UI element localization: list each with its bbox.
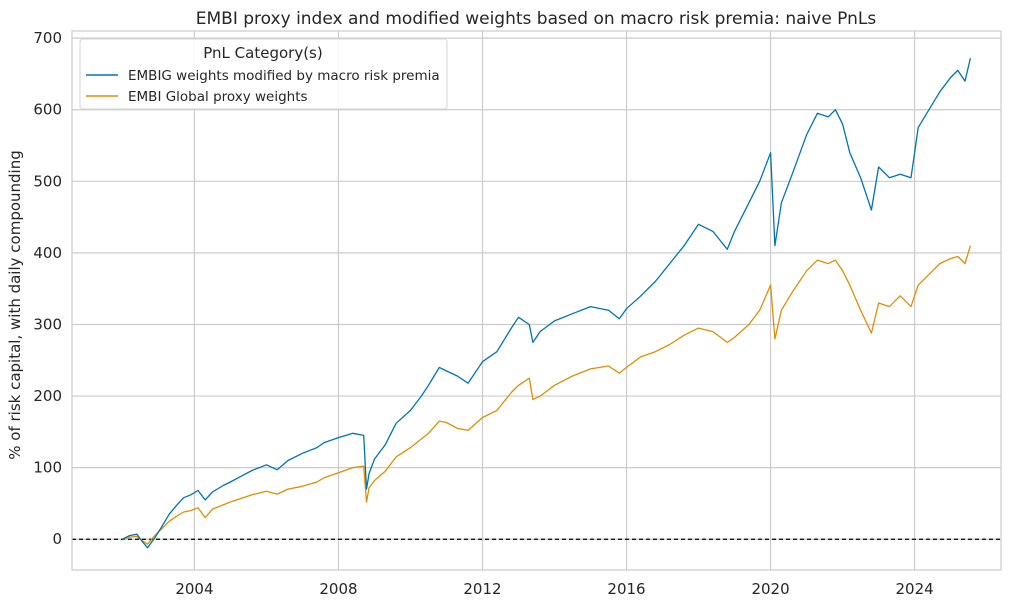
x-tick-label: 2012 <box>463 580 501 598</box>
x-tick-label: 2016 <box>607 580 645 598</box>
y-tick-label: 0 <box>52 530 62 548</box>
grid <box>72 31 1001 570</box>
x-tick-label: 2024 <box>895 580 933 598</box>
legend-box <box>79 38 448 110</box>
y-tick-label: 500 <box>33 172 62 190</box>
y-tick-label: 200 <box>33 387 62 405</box>
legend-title: PnL Category(s) <box>203 44 322 62</box>
x-tick-labels: 2004 2008 2012 2016 2020 2024 <box>175 580 933 598</box>
y-tick-label: 400 <box>33 244 62 262</box>
y-tick-label: 600 <box>33 101 62 119</box>
plot-frame <box>71 30 1002 571</box>
y-tick-label: 700 <box>33 29 62 47</box>
legend: PnL Category(s) EMBIG weights modified b… <box>79 38 448 110</box>
y-tick-labels: 0 100 200 300 400 500 600 700 <box>33 29 62 548</box>
series-line-embig-modified <box>122 58 972 549</box>
legend-label-embig-modified: EMBIG weights modified by macro risk pre… <box>128 68 440 84</box>
x-tick-label: 2008 <box>319 580 357 598</box>
legend-label-embi-global: EMBI Global proxy weights <box>128 89 308 105</box>
series-line-embi-global <box>122 245 972 545</box>
x-tick-label: 2020 <box>751 580 789 598</box>
y-axis-label: % of risk capital, with daily compoundin… <box>6 150 24 460</box>
series-group <box>122 58 972 549</box>
x-tick-label: 2004 <box>175 580 213 598</box>
chart-title: EMBI proxy index and modified weights ba… <box>196 9 877 29</box>
y-tick-label: 100 <box>33 459 62 477</box>
y-tick-label: 300 <box>33 315 62 333</box>
